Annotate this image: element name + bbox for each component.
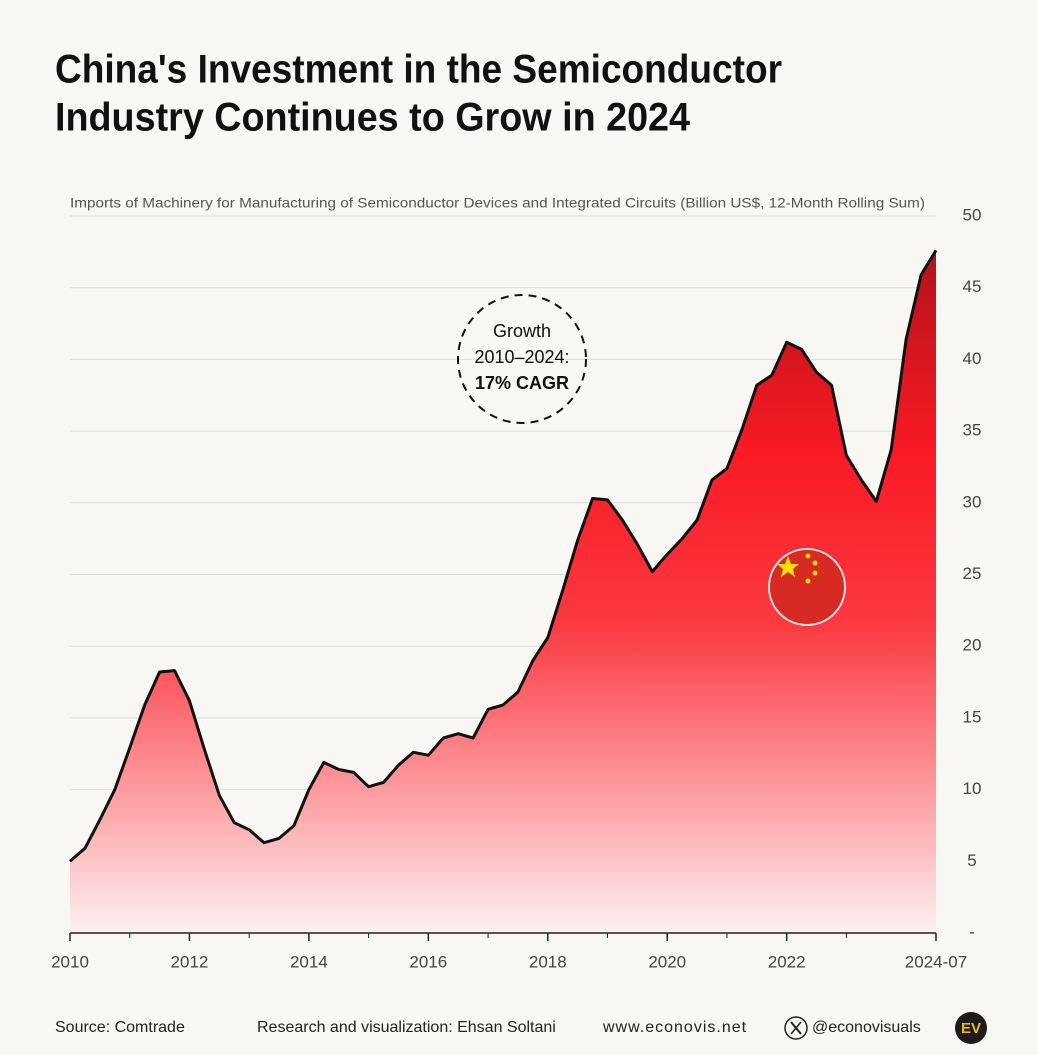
- annotation: Growth: [493, 321, 551, 341]
- plot-area: - 5 10 15 20 25 30 35 40 45 50 2010 2012 2014 2016 2018…: [51, 205, 981, 971]
- x-tick-label: 2024-07: [905, 952, 967, 971]
- y-tick-label: 35: [963, 421, 982, 440]
- chart-title: Industry Continues to Grow in 2024: [55, 96, 691, 140]
- x-tick-label: 2012: [171, 952, 209, 971]
- area: [70, 250, 936, 933]
- y-tick-label: 25: [963, 564, 982, 583]
- y-tick-label: 50: [963, 205, 982, 224]
- flag-icon: [768, 548, 846, 626]
- chart-title: China's Investment in the Semiconductor: [55, 48, 782, 92]
- annotation-circle: [457, 294, 587, 424]
- x-tick-label: 2022: [768, 952, 806, 971]
- x-tick-label: 2016: [409, 952, 447, 971]
- handle: @econovisuals: [812, 1019, 921, 1036]
- x-tick-label: 2010: [51, 952, 89, 971]
- x-tick-label: 2018: [529, 952, 567, 971]
- website: www.econovis.net: [602, 1019, 747, 1036]
- y-tick-label: 30: [963, 492, 982, 511]
- x-icon: [784, 1016, 808, 1040]
- x-tick-label: 2020: [648, 952, 686, 971]
- y-tick-label: 40: [963, 349, 982, 368]
- y-tick-label: 15: [963, 707, 982, 726]
- logo: [955, 1012, 987, 1044]
- annotation: 17% CAGR: [475, 373, 569, 393]
- y-tick-label: -: [969, 922, 975, 941]
- line: [69, 249, 938, 863]
- logo-text: EV: [961, 1020, 981, 1037]
- source: Source: Comtrade: [55, 1019, 185, 1036]
- x-tick-label: 2014: [290, 952, 328, 971]
- credit: Research and visualization: Ehsan Soltan…: [257, 1019, 556, 1036]
- chart-subtitle: Imports of Machinery for Manufacturing o…: [70, 195, 925, 211]
- y-tick-label: 10: [963, 779, 982, 798]
- y-tick-label: 5: [967, 851, 976, 870]
- annotation: 2010–2024:: [474, 347, 569, 367]
- y-tick-label: 20: [963, 636, 982, 655]
- y-tick-label: 45: [963, 277, 982, 296]
